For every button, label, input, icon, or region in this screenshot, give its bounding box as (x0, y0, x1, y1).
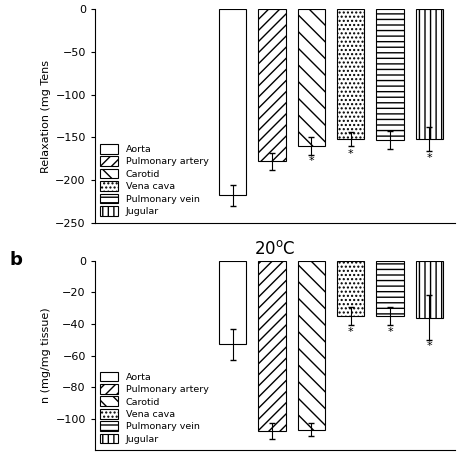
Title: 20$^{\mathregular{o}}$C: 20$^{\mathregular{o}}$C (254, 240, 296, 258)
Bar (337, 261, 365, 316)
Bar (298, 261, 325, 430)
Y-axis label: n (mg/mg tissue): n (mg/mg tissue) (41, 308, 51, 403)
Y-axis label: Relaxation (mg Tens: Relaxation (mg Tens (41, 60, 51, 173)
Bar (376, 261, 404, 316)
Bar (416, 9, 443, 139)
Text: *: * (427, 341, 432, 351)
Bar (298, 9, 325, 146)
Text: *: * (348, 148, 354, 158)
Bar (219, 9, 246, 195)
Text: *: * (348, 327, 354, 337)
Text: *: * (387, 327, 393, 337)
Bar (258, 261, 286, 431)
Bar (376, 9, 404, 140)
Bar (219, 261, 246, 345)
Text: *: * (309, 156, 314, 166)
Legend: Aorta, Pulmonary artery, Carotid, Vena cava, Pulmonary vein, Jugular: Aorta, Pulmonary artery, Carotid, Vena c… (100, 372, 209, 444)
Bar (416, 261, 443, 318)
Bar (337, 9, 365, 139)
Bar (258, 9, 286, 161)
Text: *: * (427, 153, 432, 163)
Legend: Aorta, Pulmonary artery, Carotid, Vena cava, Pulmonary vein, Jugular: Aorta, Pulmonary artery, Carotid, Vena c… (100, 144, 209, 216)
Text: b: b (9, 251, 22, 269)
